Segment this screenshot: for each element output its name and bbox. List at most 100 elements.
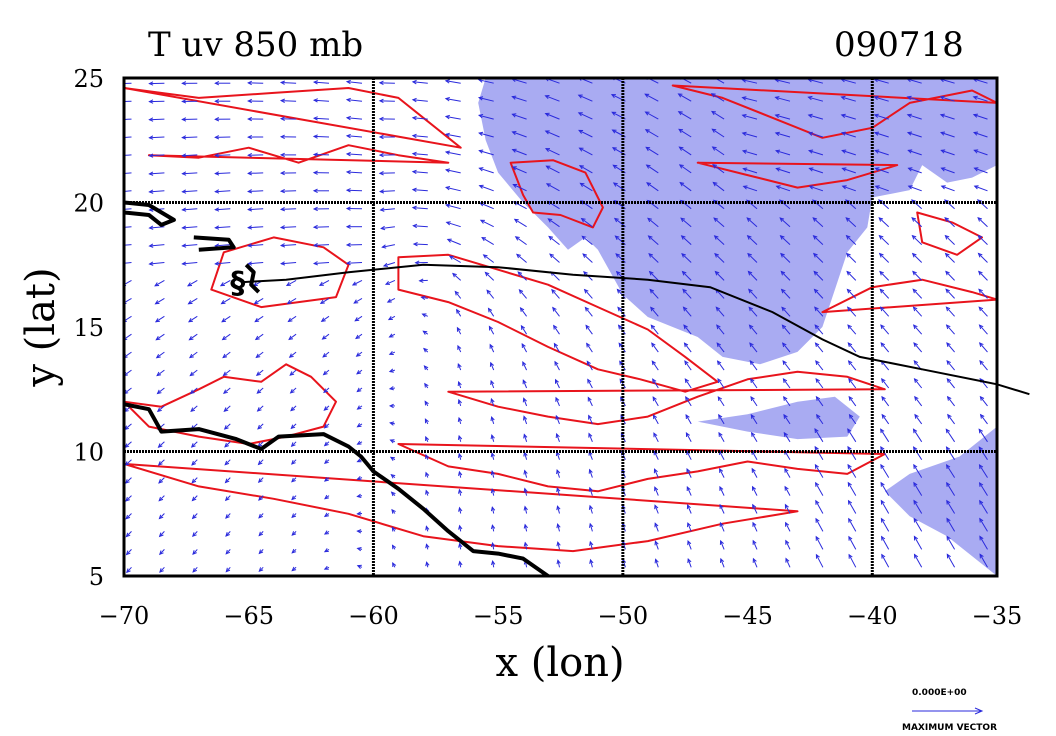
wind-vector-650 — [181, 135, 198, 140]
wind-vector-629 — [378, 152, 395, 158]
wind-vector-473 — [582, 253, 593, 263]
wind-vector-440 — [384, 279, 396, 285]
wind-vector-167 — [290, 459, 297, 465]
wind-vector-133 — [946, 481, 956, 496]
wind-vector-615 — [808, 167, 824, 174]
wind-vector-383 — [287, 315, 297, 323]
wind-vector-237 — [816, 413, 824, 425]
wind-vector-603 — [411, 169, 428, 175]
wind-vector-490 — [247, 243, 264, 248]
wind-vector-493 — [345, 242, 363, 248]
wind-vector-394 — [650, 306, 659, 317]
wind-vector-680 — [279, 116, 297, 121]
wind-vector-379 — [154, 315, 165, 323]
wind-vector-247 — [256, 405, 264, 412]
wind-vector-633 — [511, 148, 527, 156]
wind-vector-190 — [157, 441, 165, 448]
wind-vector-457 — [945, 270, 955, 281]
wind-vector-724 — [840, 95, 856, 102]
wind-vector-384 — [320, 315, 330, 322]
wind-vector-35 — [391, 544, 397, 550]
wind-vector-377 — [978, 324, 988, 335]
wind-vector-735 — [312, 80, 330, 85]
wind-vector-642 — [807, 149, 824, 156]
wind-vector-80 — [979, 517, 988, 532]
wind-vector-47 — [785, 539, 791, 550]
wind-vector-585 — [712, 181, 725, 192]
wind-vector-143 — [390, 473, 396, 479]
wind-vector-338 — [586, 342, 593, 353]
wind-vector-215 — [978, 428, 988, 443]
wind-vector-197 — [389, 439, 396, 444]
wind-vector-543 — [214, 207, 231, 212]
wind-vector-531 — [713, 217, 725, 228]
wind-vector-502 — [647, 235, 659, 245]
wind-vector-730 — [148, 81, 165, 86]
wind-vector-547 — [345, 206, 363, 211]
wind-vector-20 — [785, 557, 791, 568]
wind-vector-376 — [945, 324, 955, 335]
wind-vector-254 — [490, 397, 495, 407]
wind-vector-652 — [247, 134, 264, 140]
wind-vector-41 — [589, 540, 594, 550]
wind-vector-292 — [848, 377, 857, 389]
wind-vector-264 — [815, 395, 824, 407]
wind-vector-173 — [490, 452, 495, 460]
wind-vector-621 — [124, 154, 132, 156]
wind-vector-327 — [222, 351, 231, 359]
wind-vector-622 — [148, 153, 165, 158]
wind-vector-534 — [812, 217, 824, 228]
wind-vector-407 — [187, 297, 198, 305]
wind-vector-203 — [588, 432, 593, 442]
wind-vector-99 — [719, 503, 725, 514]
wind-vector-452 — [780, 270, 791, 281]
wind-vector-278 — [388, 386, 395, 391]
wind-vector-422 — [682, 288, 692, 299]
wind-vector-256 — [555, 396, 560, 407]
wind-vector-134 — [978, 481, 988, 496]
wind-vector-75 — [815, 517, 824, 532]
wind-vector-708 — [312, 98, 330, 103]
wind-vector-165 — [224, 459, 231, 466]
wind-vector-632 — [478, 149, 494, 156]
wind-vector-71 — [687, 522, 692, 532]
wind-vector-183 — [814, 445, 824, 460]
wind-vector-242 — [979, 413, 988, 425]
wind-vector-438 — [318, 279, 330, 286]
contour-line-0 — [124, 363, 337, 445]
wind-vector-191 — [190, 441, 198, 448]
wind-vector-61 — [356, 529, 363, 534]
wind-vector-114 — [324, 494, 330, 500]
wind-vector-117 — [425, 489, 430, 496]
wind-vector-497 — [481, 237, 494, 246]
wind-vector-316 — [749, 360, 758, 371]
shaded-region-1 — [697, 396, 860, 440]
wind-vector-467 — [382, 262, 396, 267]
wind-vector-736 — [345, 79, 363, 85]
wind-vector-111 — [224, 495, 231, 502]
wind-vector-685 — [444, 114, 461, 120]
wind-vector-209 — [783, 431, 791, 443]
storm-track-layer: § — [230, 263, 1030, 396]
wind-vector-284 — [587, 378, 593, 389]
wind-vector-210 — [814, 428, 824, 443]
wind-vector-163 — [157, 459, 165, 466]
y-tick-label: 5 — [89, 563, 104, 591]
x-axis-label: x (lon) — [495, 640, 624, 686]
wind-vector-88 — [356, 511, 363, 516]
wind-vector-413 — [386, 297, 396, 303]
wind-vector-700 — [939, 113, 955, 120]
wind-vector-230 — [588, 414, 593, 425]
wind-vector-65 — [490, 524, 496, 532]
wind-vector-586 — [742, 185, 758, 192]
coastline-0 — [124, 200, 176, 227]
wind-vector-506 — [779, 235, 791, 245]
wind-vector-510 — [911, 234, 923, 245]
wind-vector-647 — [973, 149, 988, 156]
wind-vector-472 — [549, 253, 560, 263]
wind-vector-571 — [247, 189, 264, 194]
wind-vector-319 — [847, 360, 857, 371]
wind-vector-589 — [841, 185, 856, 192]
shaded-region-0 — [478, 78, 997, 365]
wind-vector-268 — [946, 395, 955, 407]
